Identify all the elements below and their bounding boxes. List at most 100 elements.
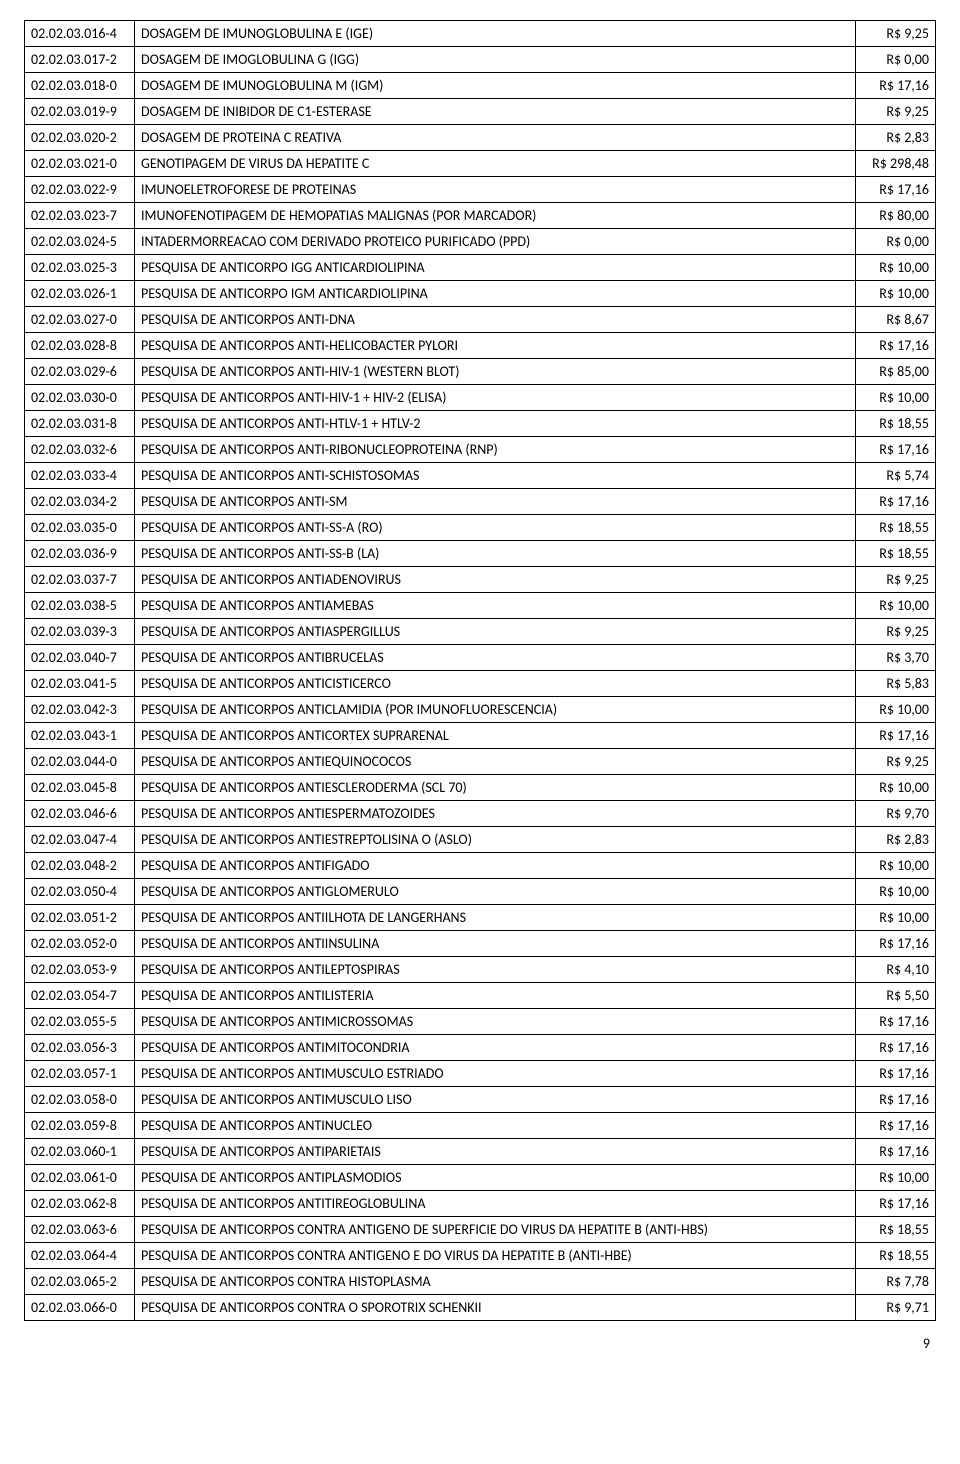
table-row: 02.02.03.050-4PESQUISA DE ANTICORPOS ANT… [25,879,936,905]
cell-description: GENOTIPAGEM DE VIRUS DA HEPATITE C [135,151,856,177]
cell-description: PESQUISA DE ANTICORPO IGM ANTICARDIOLIPI… [135,281,856,307]
table-row: 02.02.03.064-4PESQUISA DE ANTICORPOS CON… [25,1243,936,1269]
table-row: 02.02.03.047-4PESQUISA DE ANTICORPOS ANT… [25,827,936,853]
cell-code: 02.02.03.045-8 [25,775,135,801]
table-row: 02.02.03.042-3PESQUISA DE ANTICORPOS ANT… [25,697,936,723]
cell-description: PESQUISA DE ANTICORPOS ANTI-HIV-1 + HIV-… [135,385,856,411]
table-row: 02.02.03.062-8PESQUISA DE ANTICORPOS ANT… [25,1191,936,1217]
table-row: 02.02.03.063-6PESQUISA DE ANTICORPOS CON… [25,1217,936,1243]
cell-description: PESQUISA DE ANTICORPOS ANTI-RIBONUCLEOPR… [135,437,856,463]
cell-code: 02.02.03.034-2 [25,489,135,515]
cell-description: PESQUISA DE ANTICORPOS ANTIPARIETAIS [135,1139,856,1165]
table-row: 02.02.03.043-1PESQUISA DE ANTICORPOS ANT… [25,723,936,749]
cell-price: R$ 17,16 [856,1087,936,1113]
table-row: 02.02.03.017-2DOSAGEM DE IMOGLOBULINA G … [25,47,936,73]
cell-description: PESQUISA DE ANTICORPOS ANTI-DNA [135,307,856,333]
cell-price: R$ 2,83 [856,125,936,151]
table-row: 02.02.03.034-2PESQUISA DE ANTICORPOS ANT… [25,489,936,515]
cell-price: R$ 17,16 [856,1191,936,1217]
cell-code: 02.02.03.051-2 [25,905,135,931]
cell-price: R$ 5,74 [856,463,936,489]
cell-description: PESQUISA DE ANTICORPOS CONTRA O SPOROTRI… [135,1295,856,1321]
cell-price: R$ 10,00 [856,385,936,411]
page-number: 9 [24,1335,936,1352]
table-row: 02.02.03.031-8PESQUISA DE ANTICORPOS ANT… [25,411,936,437]
cell-price: R$ 10,00 [856,593,936,619]
table-row: 02.02.03.041-5PESQUISA DE ANTICORPOS ANT… [25,671,936,697]
cell-description: PESQUISA DE ANTICORPOS ANTILISTERIA [135,983,856,1009]
cell-price: R$ 9,25 [856,749,936,775]
cell-code: 02.02.03.031-8 [25,411,135,437]
cell-description: PESQUISA DE ANTICORPOS ANTIINSULINA [135,931,856,957]
cell-code: 02.02.03.047-4 [25,827,135,853]
cell-code: 02.02.03.054-7 [25,983,135,1009]
table-row: 02.02.03.044-0PESQUISA DE ANTICORPOS ANT… [25,749,936,775]
cell-code: 02.02.03.022-9 [25,177,135,203]
cell-price: R$ 10,00 [856,905,936,931]
cell-code: 02.02.03.065-2 [25,1269,135,1295]
cell-code: 02.02.03.066-0 [25,1295,135,1321]
cell-code: 02.02.03.016-4 [25,21,135,47]
table-row: 02.02.03.057-1PESQUISA DE ANTICORPOS ANT… [25,1061,936,1087]
cell-description: PESQUISA DE ANTICORPOS ANTICLAMIDIA (POR… [135,697,856,723]
table-row: 02.02.03.048-2PESQUISA DE ANTICORPOS ANT… [25,853,936,879]
cell-code: 02.02.03.018-0 [25,73,135,99]
cell-price: R$ 2,83 [856,827,936,853]
cell-description: PESQUISA DE ANTICORPOS ANTIFIGADO [135,853,856,879]
cell-code: 02.02.03.024-5 [25,229,135,255]
cell-price: R$ 10,00 [856,1165,936,1191]
cell-price: R$ 9,71 [856,1295,936,1321]
cell-price: R$ 80,00 [856,203,936,229]
cell-price: R$ 17,16 [856,723,936,749]
cell-description: PESQUISA DE ANTICORPOS ANTIILHOTA DE LAN… [135,905,856,931]
cell-description: INTADERMORREACAO COM DERIVADO PROTEICO P… [135,229,856,255]
table-row: 02.02.03.035-0PESQUISA DE ANTICORPOS ANT… [25,515,936,541]
cell-description: PESQUISA DE ANTICORPOS ANTIBRUCELAS [135,645,856,671]
cell-code: 02.02.03.039-3 [25,619,135,645]
cell-price: R$ 9,25 [856,21,936,47]
cell-code: 02.02.03.027-0 [25,307,135,333]
table-row: 02.02.03.026-1PESQUISA DE ANTICORPO IGM … [25,281,936,307]
table-row: 02.02.03.065-2PESQUISA DE ANTICORPOS CON… [25,1269,936,1295]
table-row: 02.02.03.027-0PESQUISA DE ANTICORPOS ANT… [25,307,936,333]
price-table: 02.02.03.016-4DOSAGEM DE IMUNOGLOBULINA … [24,20,936,1321]
cell-code: 02.02.03.056-3 [25,1035,135,1061]
cell-code: 02.02.03.019-9 [25,99,135,125]
cell-code: 02.02.03.057-1 [25,1061,135,1087]
cell-code: 02.02.03.038-5 [25,593,135,619]
cell-code: 02.02.03.062-8 [25,1191,135,1217]
cell-description: PESQUISA DE ANTICORPOS ANTIGLOMERULO [135,879,856,905]
cell-description: PESQUISA DE ANTICORPOS ANTIPLASMODIOS [135,1165,856,1191]
cell-description: IMUNOELETROFORESE DE PROTEINAS [135,177,856,203]
cell-description: PESQUISA DE ANTICORPOS ANTIMUSCULO ESTRI… [135,1061,856,1087]
cell-code: 02.02.03.026-1 [25,281,135,307]
table-row: 02.02.03.033-4PESQUISA DE ANTICORPOS ANT… [25,463,936,489]
cell-price: R$ 10,00 [856,281,936,307]
cell-description: PESQUISA DE ANTICORPOS ANTIMICROSSOMAS [135,1009,856,1035]
cell-price: R$ 17,16 [856,1139,936,1165]
cell-code: 02.02.03.058-0 [25,1087,135,1113]
cell-price: R$ 9,25 [856,619,936,645]
cell-description: PESQUISA DE ANTICORPOS ANTINUCLEO [135,1113,856,1139]
cell-code: 02.02.03.020-2 [25,125,135,151]
table-row: 02.02.03.030-0PESQUISA DE ANTICORPOS ANT… [25,385,936,411]
cell-description: PESQUISA DE ANTICORPOS ANTICORTEX SUPRAR… [135,723,856,749]
cell-description: DOSAGEM DE IMOGLOBULINA G (IGG) [135,47,856,73]
table-row: 02.02.03.053-9PESQUISA DE ANTICORPOS ANT… [25,957,936,983]
cell-price: R$ 9,25 [856,567,936,593]
cell-price: R$ 17,16 [856,1113,936,1139]
table-row: 02.02.03.021-0GENOTIPAGEM DE VIRUS DA HE… [25,151,936,177]
cell-description: PESQUISA DE ANTICORPOS ANTIEQUINOCOCOS [135,749,856,775]
cell-price: R$ 0,00 [856,47,936,73]
cell-price: R$ 18,55 [856,1243,936,1269]
cell-code: 02.02.03.041-5 [25,671,135,697]
cell-code: 02.02.03.050-4 [25,879,135,905]
table-row: 02.02.03.066-0PESQUISA DE ANTICORPOS CON… [25,1295,936,1321]
table-row: 02.02.03.032-6PESQUISA DE ANTICORPOS ANT… [25,437,936,463]
cell-description: DOSAGEM DE IMUNOGLOBULINA E (IGE) [135,21,856,47]
cell-description: PESQUISA DE ANTICORPOS ANTIMITOCONDRIA [135,1035,856,1061]
cell-price: R$ 18,55 [856,541,936,567]
table-row: 02.02.03.028-8PESQUISA DE ANTICORPOS ANT… [25,333,936,359]
cell-code: 02.02.03.053-9 [25,957,135,983]
cell-code: 02.02.03.060-1 [25,1139,135,1165]
